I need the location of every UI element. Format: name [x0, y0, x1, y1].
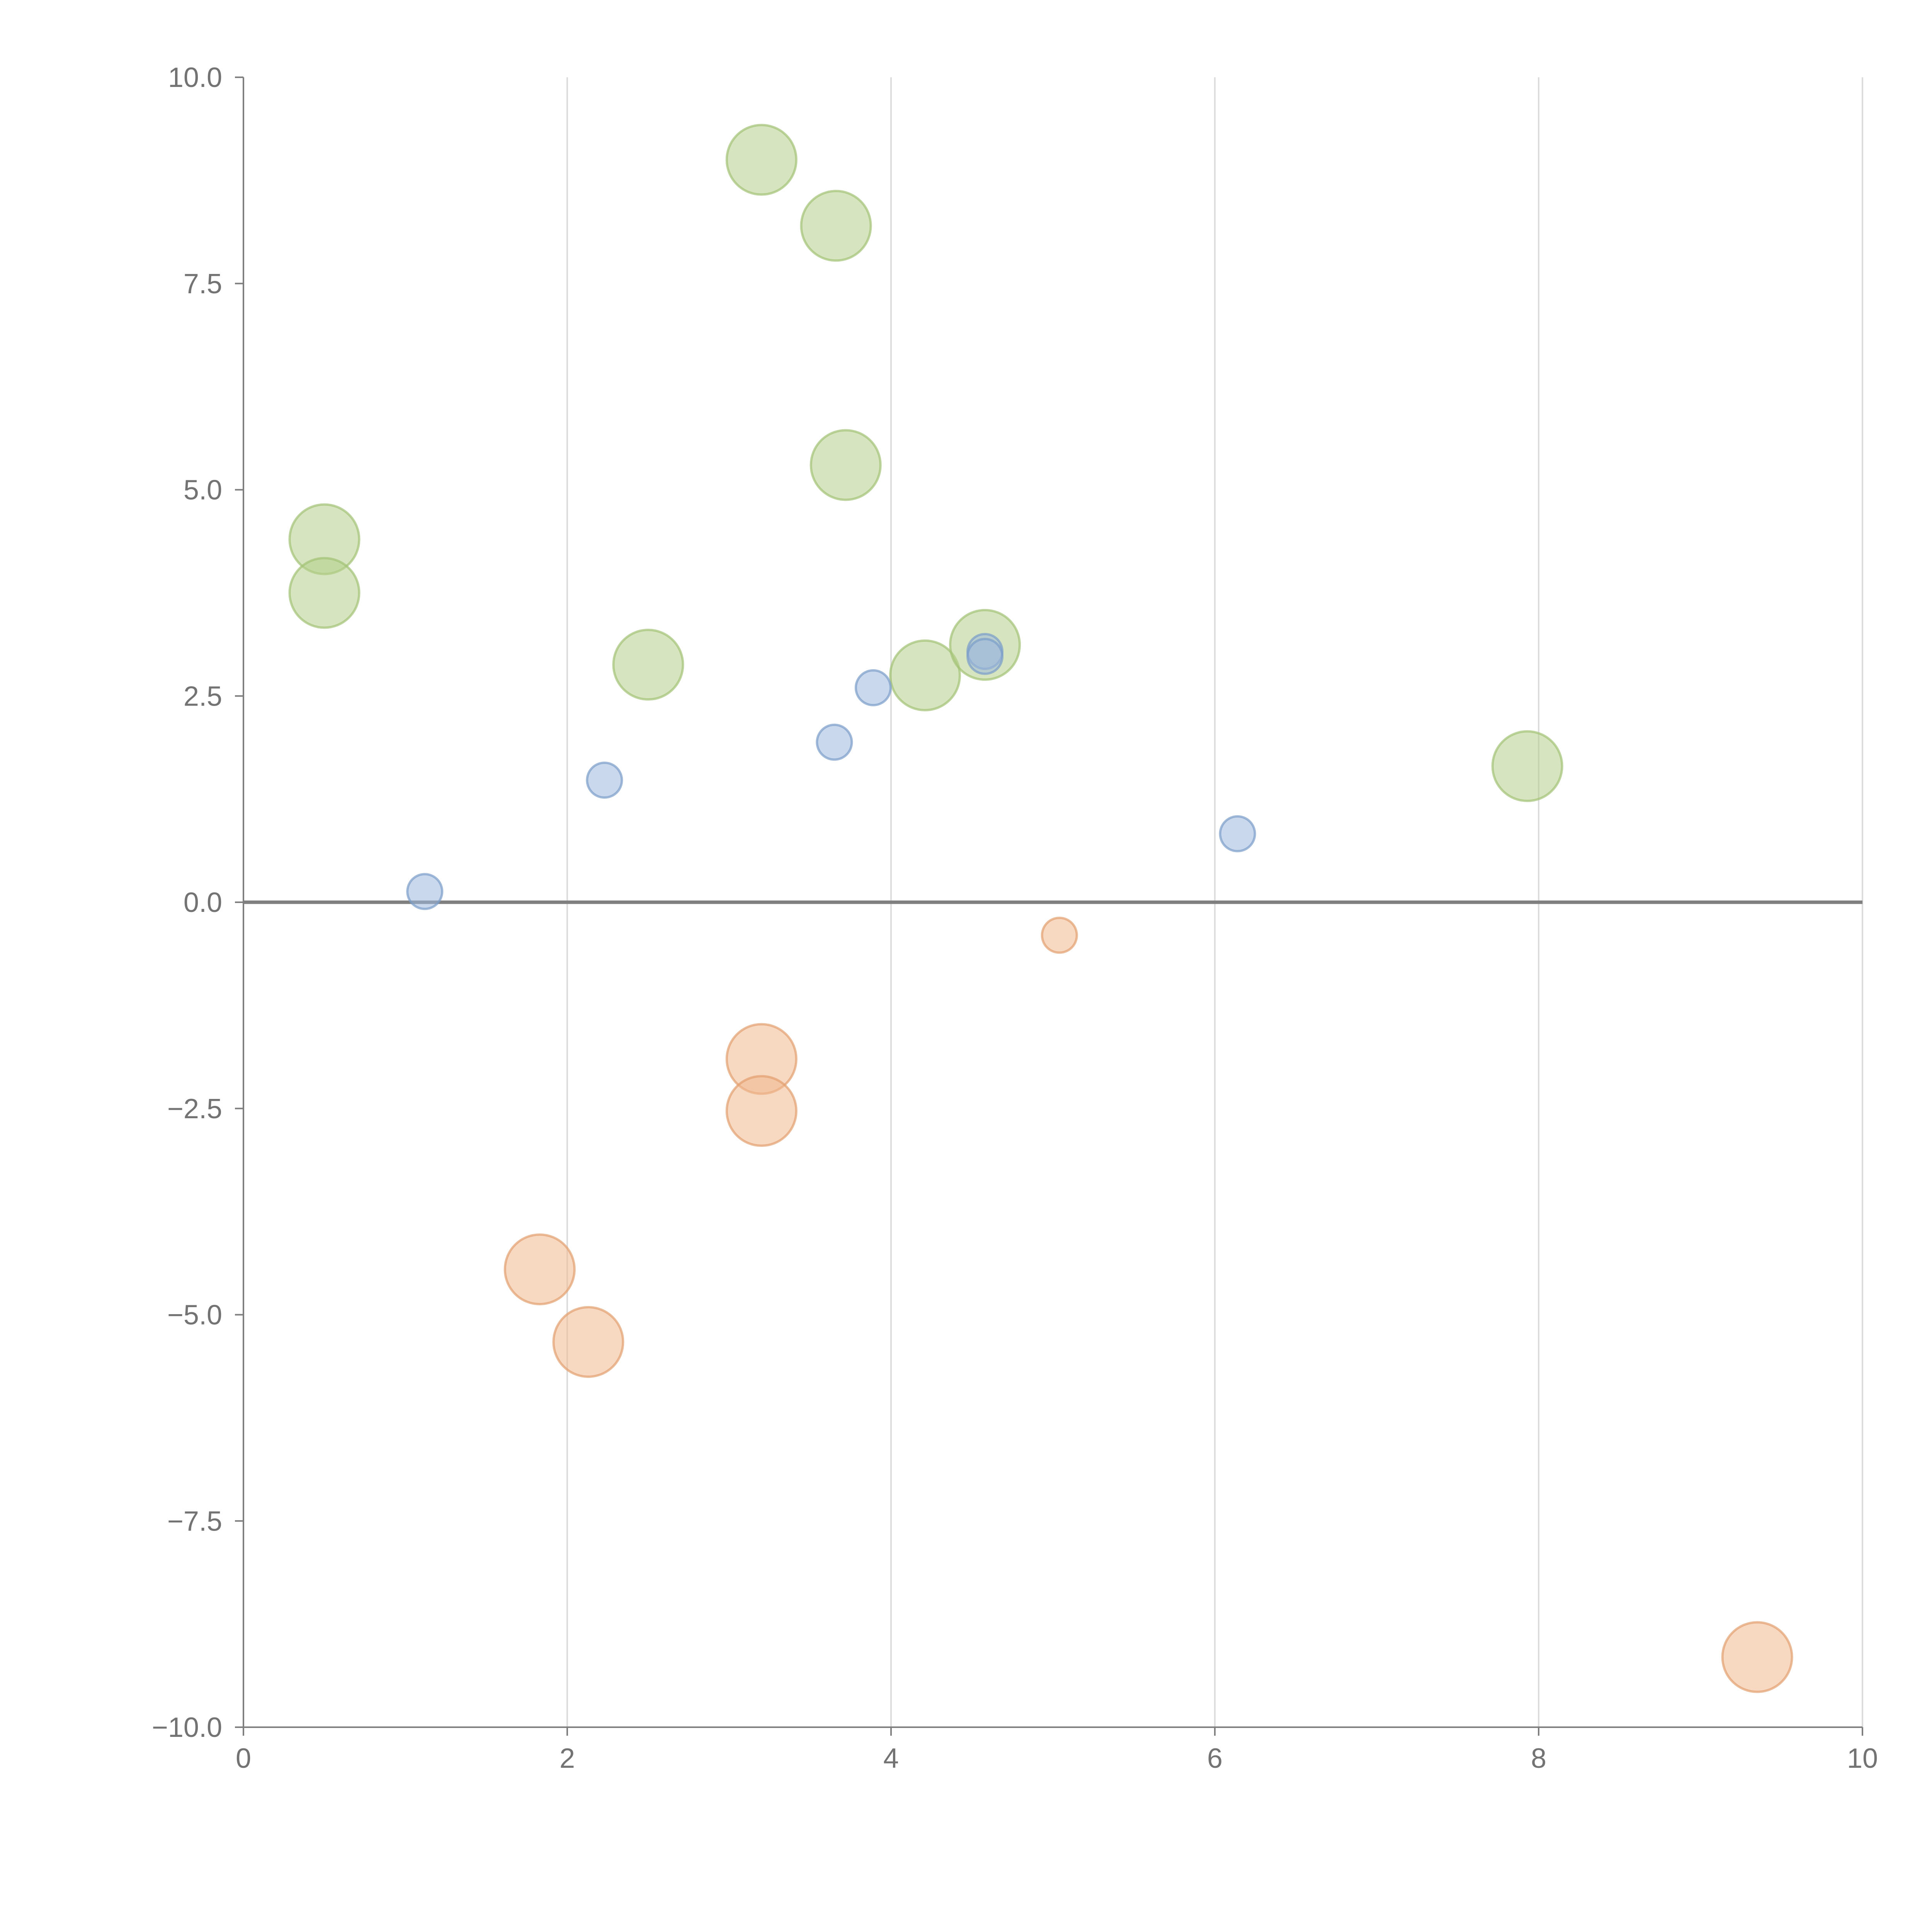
bubble-point-blue	[816, 723, 853, 761]
bubble-point-orange	[1721, 1621, 1793, 1693]
bubble-point-blue	[1219, 815, 1256, 852]
y-tick-label: 5.0	[184, 475, 222, 506]
y-tick-label: −5.0	[167, 1300, 222, 1331]
bubble-point-orange	[552, 1306, 624, 1378]
bubble-point-blue	[854, 669, 892, 706]
y-tick-label: 10.0	[168, 62, 222, 93]
x-tick-label: 0	[236, 1743, 251, 1774]
bubble-layer	[288, 124, 1793, 1693]
bubble-point-blue	[406, 873, 444, 910]
bubble-point-blue	[586, 762, 623, 799]
y-tick-label: −7.5	[167, 1506, 222, 1537]
bubble-point-green	[288, 557, 361, 629]
tick-label-layer: 0 2 4 6 8 10 10.0 7.5 5.0 2.5 0.0 −2.5 −5.0 −7.5 −10.0	[152, 62, 1878, 1774]
x-tick-label: 2	[560, 1743, 575, 1774]
bubble-point-green	[889, 639, 961, 711]
bubble-point-green	[810, 429, 882, 501]
bubble-point-blue	[966, 638, 1004, 675]
bubble-point-green	[1491, 730, 1563, 802]
bubble-point-orange	[1041, 917, 1078, 954]
axis-layer	[235, 77, 1863, 1736]
y-tick-label: 7.5	[184, 269, 222, 299]
x-tick-label: 4	[883, 1743, 899, 1774]
y-tick-label: 2.5	[184, 681, 222, 712]
x-tick-label: 10	[1847, 1743, 1878, 1774]
bubble-point-green	[612, 629, 684, 701]
bubble-point-orange	[503, 1233, 576, 1306]
y-tick-label: −10.0	[152, 1712, 222, 1743]
x-tick-label: 6	[1207, 1743, 1223, 1774]
y-tick-label: 0.0	[184, 887, 222, 918]
bubble-point-green	[800, 190, 872, 262]
y-tick-label: −2.5	[167, 1094, 222, 1124]
bubble-point-orange	[725, 1075, 798, 1147]
x-tick-label: 8	[1531, 1743, 1546, 1774]
bubble-point-green	[725, 124, 798, 196]
